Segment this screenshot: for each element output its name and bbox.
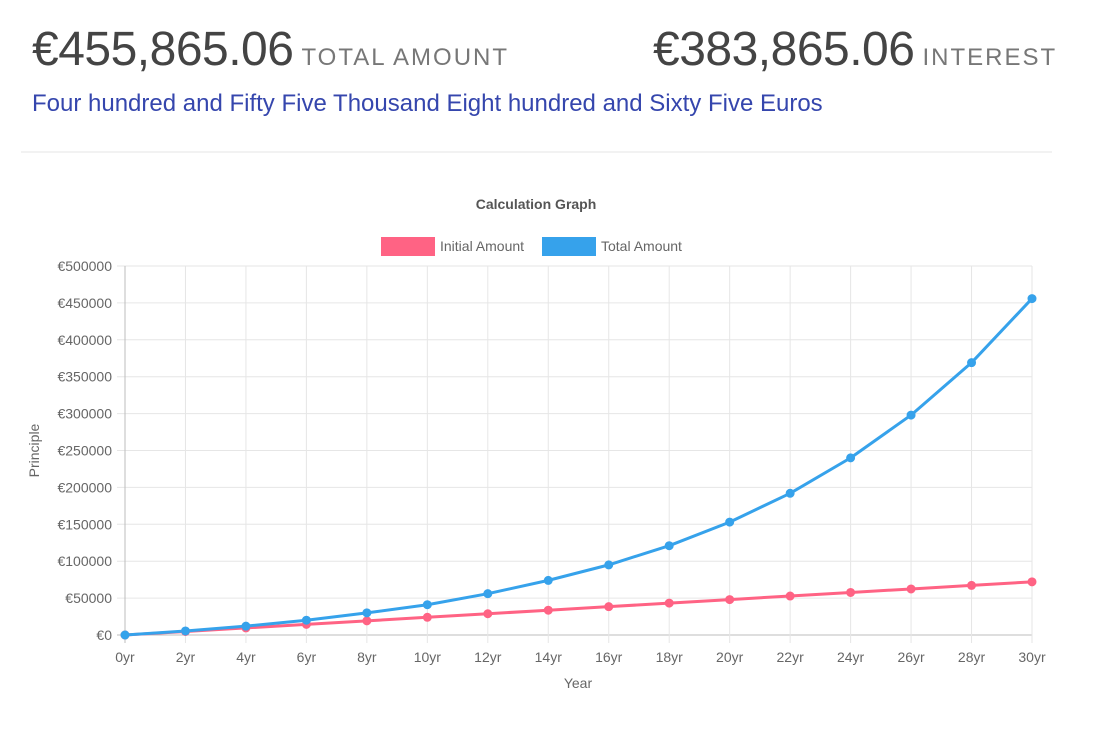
x-tick-label: 22yr <box>777 649 805 665</box>
data-point-total-amount[interactable] <box>483 589 493 599</box>
data-point-total-amount[interactable] <box>422 600 432 610</box>
data-point-initial-amount[interactable] <box>362 616 372 626</box>
y-tick-label: €350000 <box>57 369 112 385</box>
x-tick-label: 6yr <box>297 649 317 665</box>
x-tick-label: 28yr <box>958 649 986 665</box>
total-amount-value: €455,865.06 <box>32 23 294 76</box>
interest-stat: €383,865.06 INTEREST <box>653 22 1057 77</box>
y-tick-label: €250000 <box>57 443 112 459</box>
data-point-total-amount[interactable] <box>362 608 372 618</box>
chart-legend: Initial Amount Total Amount <box>381 237 682 256</box>
data-point-total-amount[interactable] <box>120 630 130 640</box>
data-point-total-amount[interactable] <box>1027 294 1037 304</box>
x-tick-label: 12yr <box>474 649 502 665</box>
x-tick-label: 26yr <box>897 649 925 665</box>
data-point-initial-amount[interactable] <box>1027 577 1037 587</box>
data-point-total-amount[interactable] <box>725 517 735 527</box>
x-tick-label: 8yr <box>357 649 377 665</box>
y-tick-labels: €0 €50000 €100000 €150000 €200000 €250000 €300… <box>57 258 112 643</box>
summary-row: €455,865.06 TOTAL AMOUNT €383,865.06 INTER… <box>32 22 1072 82</box>
y-tick-label: €300000 <box>57 406 112 422</box>
x-tick-label: 30yr <box>1018 649 1046 665</box>
y-tick-label: €100000 <box>57 553 112 569</box>
series-lines <box>124 297 1034 637</box>
data-point-initial-amount[interactable] <box>785 591 795 601</box>
series-points <box>120 294 1037 640</box>
x-tick-label: 2yr <box>176 649 196 665</box>
chart-title: Calculation Graph <box>476 196 597 212</box>
data-point-total-amount[interactable] <box>604 560 614 570</box>
series-line-initial-amount <box>124 580 1033 637</box>
data-point-total-amount[interactable] <box>906 410 916 420</box>
y-tick-label: €500000 <box>57 258 112 274</box>
data-point-initial-amount[interactable] <box>906 584 916 594</box>
data-point-total-amount[interactable] <box>543 575 553 585</box>
x-axis-title: Year <box>564 675 593 691</box>
legend-swatch-initial-amount <box>381 237 435 256</box>
x-tick-label: 16yr <box>595 649 623 665</box>
legend-swatch-total-amount <box>542 237 596 256</box>
legend-label-initial-amount: Initial Amount <box>440 238 524 254</box>
x-tick-label: 20yr <box>716 649 744 665</box>
interest-value: €383,865.06 <box>653 23 915 76</box>
data-point-initial-amount[interactable] <box>422 612 432 622</box>
y-tick-label: €0 <box>96 627 112 643</box>
x-gridlines <box>124 266 1033 643</box>
chart-svg: Calculation Graph Initial Amount Total A… <box>26 196 1046 691</box>
y-axis-title: Principle <box>26 423 42 477</box>
x-tick-label: 18yr <box>656 649 684 665</box>
y-gridlines <box>117 265 1032 636</box>
legend-item-initial-amount[interactable]: Initial Amount <box>381 237 524 256</box>
x-tick-labels: 0yr 2yr 4yr 6yr 8yr 10yr 12yr 14yr 16yr 18yr 20yr 2… <box>115 649 1046 665</box>
data-point-total-amount[interactable] <box>846 453 856 463</box>
data-point-total-amount[interactable] <box>241 621 251 631</box>
data-point-total-amount[interactable] <box>301 615 311 625</box>
legend-label-total-amount: Total Amount <box>601 238 682 254</box>
data-point-initial-amount[interactable] <box>967 580 977 590</box>
data-point-total-amount[interactable] <box>180 626 190 636</box>
calculation-chart: Calculation Graph Initial Amount Total A… <box>0 180 1112 720</box>
y-tick-label: €50000 <box>65 590 112 606</box>
data-point-initial-amount[interactable] <box>543 605 553 615</box>
y-tick-label: €200000 <box>57 479 112 495</box>
interest-label: INTEREST <box>922 44 1058 71</box>
y-tick-label: €400000 <box>57 332 112 348</box>
x-tick-label: 24yr <box>837 649 865 665</box>
data-point-total-amount[interactable] <box>664 541 674 551</box>
divider <box>21 151 1052 153</box>
y-tick-label: €450000 <box>57 295 112 311</box>
data-point-initial-amount[interactable] <box>846 587 856 597</box>
data-point-initial-amount[interactable] <box>604 602 614 612</box>
y-tick-label: €150000 <box>57 516 112 532</box>
data-point-total-amount[interactable] <box>785 488 795 498</box>
series-line-total-amount <box>124 297 1034 637</box>
x-tick-label: 10yr <box>414 649 442 665</box>
total-amount-stat: €455,865.06 TOTAL AMOUNT <box>32 22 509 77</box>
data-point-total-amount[interactable] <box>967 358 977 368</box>
legend-item-total-amount[interactable]: Total Amount <box>542 237 682 256</box>
x-tick-label: 4yr <box>236 649 256 665</box>
amount-in-words: Four hundred and Fifty Five Thousand Eig… <box>32 90 823 117</box>
total-amount-label: TOTAL AMOUNT <box>301 44 510 71</box>
x-tick-label: 14yr <box>535 649 563 665</box>
x-tick-label: 0yr <box>115 649 135 665</box>
data-point-initial-amount[interactable] <box>664 598 674 608</box>
data-point-initial-amount[interactable] <box>725 595 735 605</box>
data-point-initial-amount[interactable] <box>483 609 493 619</box>
